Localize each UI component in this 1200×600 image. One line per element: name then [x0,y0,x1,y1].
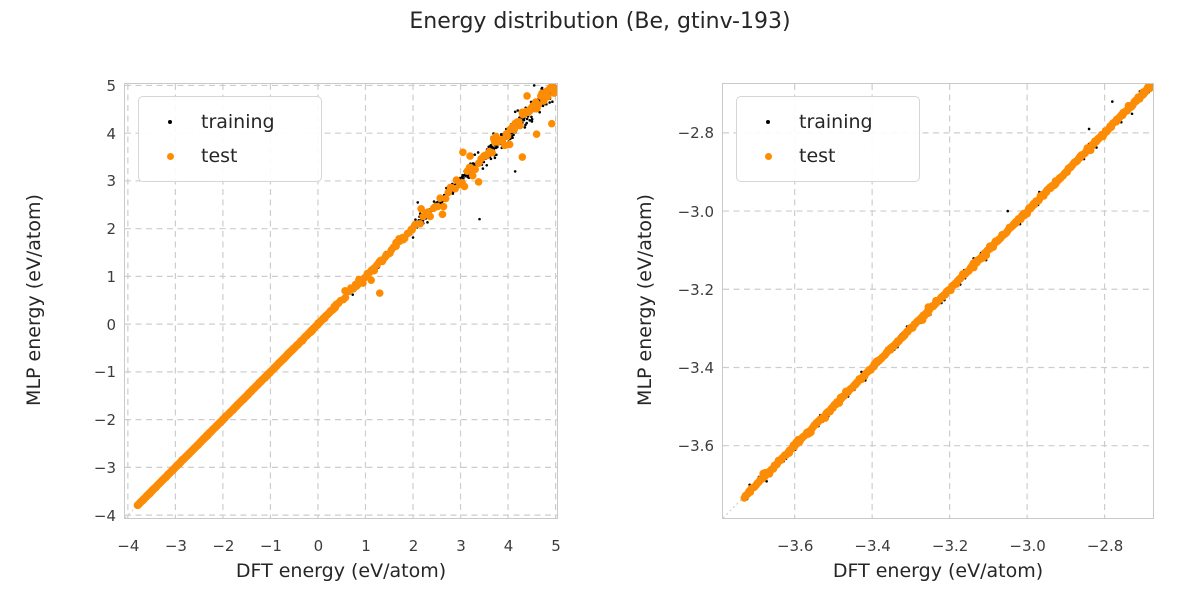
y-tick-label: 3 [106,172,116,191]
legend-label: test [799,145,836,167]
legend-item-training: training [139,105,307,139]
y-tick-label: 0 [106,315,116,334]
left-x-axis-label: DFT energy (eV/atom) [235,560,447,582]
left-scatter-plot: training test [124,83,558,519]
right-x-axis-label: DFT energy (eV/atom) [832,560,1044,582]
x-tick-label: −1 [259,537,282,555]
x-tick-label: 0 [313,537,324,555]
y-tick-label: −2 [93,411,116,430]
x-tick-label: −2.8 [1086,537,1124,555]
training-dot-icon [168,120,172,124]
y-tick-label: −3.4 [677,358,714,377]
legend: training test [138,96,322,182]
test-dot-icon [764,152,772,160]
legend-label: training [799,111,873,133]
legend-item-training: training [737,105,905,139]
y-tick-label: 2 [106,220,116,239]
test-dot-icon [166,152,174,160]
y-tick-label: −3 [93,458,116,477]
x-tick-label: −4 [117,537,140,555]
legend-item-test: test [737,139,905,173]
x-tick-label: −2 [212,537,235,555]
right-y-axis-label: MLP energy (eV/atom) [634,194,656,406]
legend-item-test: test [139,139,307,173]
y-tick-label: −2.8 [677,124,714,143]
training-marker-icon [737,120,799,124]
x-tick-label: 4 [503,537,514,555]
x-tick-label: 1 [361,537,371,555]
x-tick-label: −3.6 [776,537,814,555]
left-y-axis-label: MLP energy (eV/atom) [23,194,45,406]
y-tick-label: −4 [93,506,116,525]
legend-label: test [201,145,238,167]
test-marker-icon [139,152,201,160]
x-tick-label: −3.4 [854,537,891,555]
y-tick-label: −1 [93,363,116,382]
y-tick-label: −3.0 [677,202,714,221]
y-tick-label: −3.2 [677,280,714,299]
x-tick-label: 2 [408,537,419,555]
x-tick-label: −3.0 [1009,537,1046,555]
right-scatter-plot: training test [722,83,1154,519]
y-tick-label: 5 [106,76,116,95]
figure-title: Energy distribution (Be, gtinv-193) [409,9,791,34]
legend: training test [736,96,920,182]
x-tick-label: 5 [551,537,561,555]
training-marker-icon [139,120,201,124]
test-marker-icon [737,152,799,160]
y-tick-label: −3.6 [677,437,714,456]
x-tick-label: −3 [164,537,187,555]
y-tick-label: 1 [106,267,116,286]
y-tick-label: 4 [106,124,116,143]
training-dot-icon [766,120,770,124]
legend-label: training [201,111,275,133]
x-tick-label: −3.2 [931,537,969,555]
x-tick-label: 3 [456,537,466,555]
